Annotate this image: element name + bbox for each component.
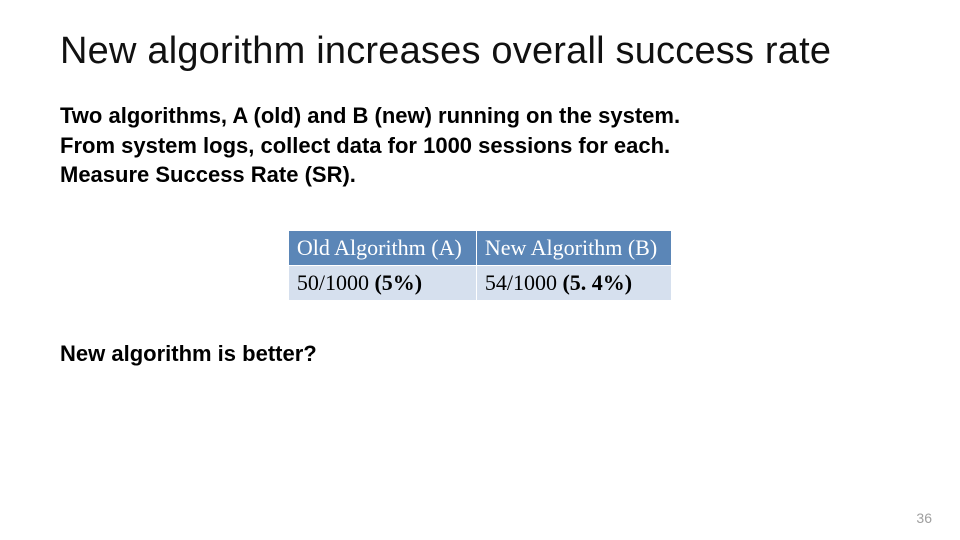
question-text: New algorithm is better?: [60, 341, 900, 367]
cell-new-pct: (5. 4%): [562, 270, 632, 295]
cell-old-value: 50/1000 (5%): [288, 266, 476, 301]
cell-new-value: 54/1000 (5. 4%): [476, 266, 671, 301]
cell-new-num: 54/1000: [485, 270, 563, 295]
col-header-new: New Algorithm (B): [476, 231, 671, 266]
body-text-block: Two algorithms, A (old) and B (new) runn…: [60, 101, 900, 190]
table-row: 50/1000 (5%) 54/1000 (5. 4%): [288, 266, 671, 301]
body-line-2: From system logs, collect data for 1000 …: [60, 131, 900, 161]
slide-title: New algorithm increases overall success …: [60, 30, 900, 73]
page-number: 36: [916, 510, 932, 526]
slide: New algorithm increases overall success …: [0, 0, 960, 540]
cell-old-pct: (5%): [374, 270, 422, 295]
col-header-old: Old Algorithm (A): [288, 231, 476, 266]
comparison-table: Old Algorithm (A) New Algorithm (B) 50/1…: [288, 230, 672, 301]
cell-old-num: 50/1000: [297, 270, 375, 295]
body-line-3: Measure Success Rate (SR).: [60, 160, 900, 190]
table-container: Old Algorithm (A) New Algorithm (B) 50/1…: [60, 230, 900, 301]
table-header-row: Old Algorithm (A) New Algorithm (B): [288, 231, 671, 266]
body-line-1: Two algorithms, A (old) and B (new) runn…: [60, 101, 900, 131]
